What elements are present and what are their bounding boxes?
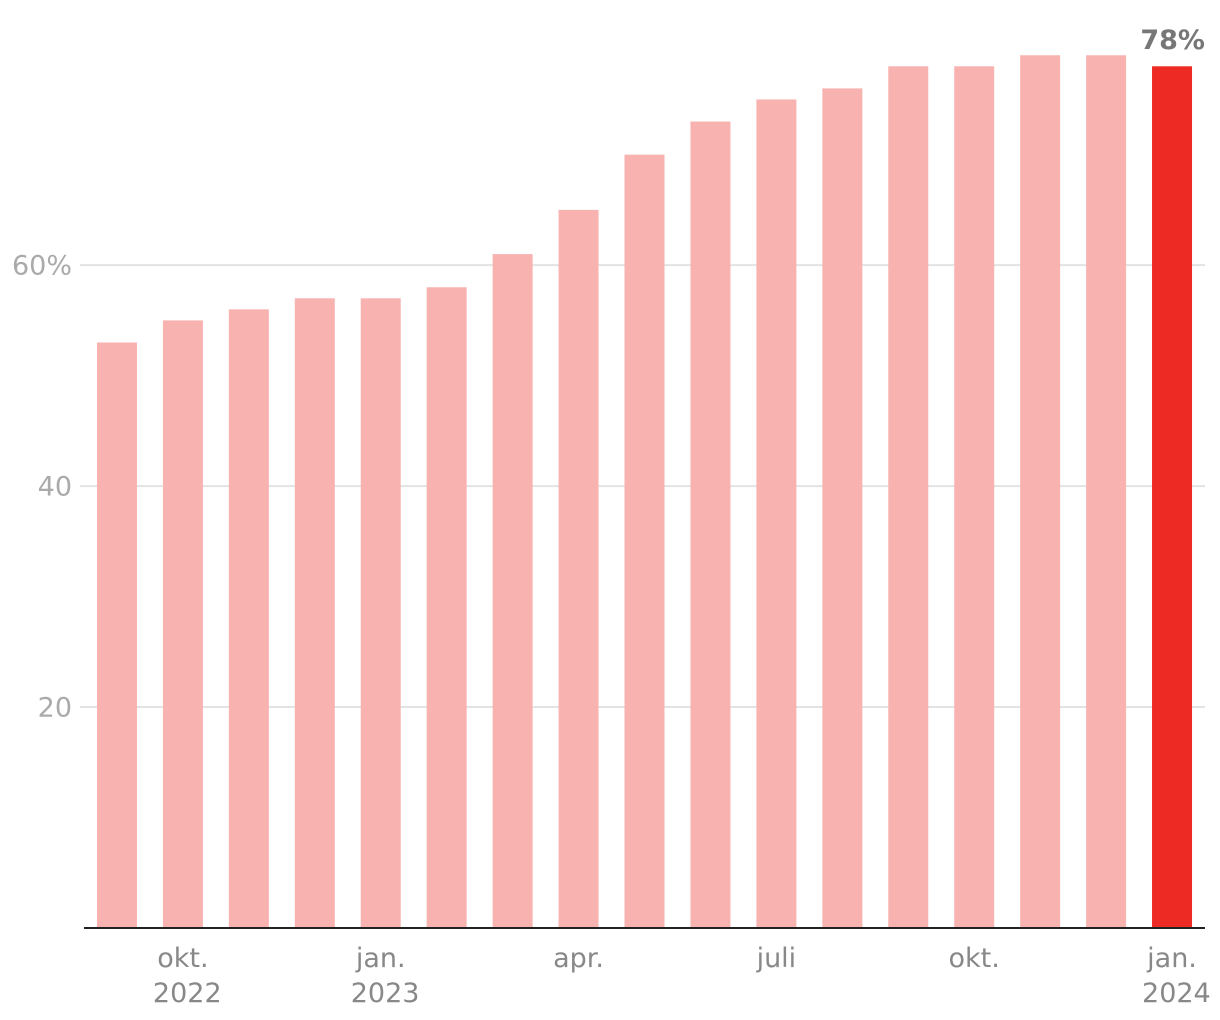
y-tick-label: 60% — [12, 251, 72, 282]
bar — [360, 298, 401, 928]
x-tick-label: apr. — [553, 943, 604, 974]
x-tick-label: okt. 2022 — [152, 943, 222, 1009]
y-tick-label: 40 — [38, 472, 72, 503]
bar — [1020, 55, 1061, 928]
x-tick-label: juli — [756, 943, 797, 974]
bar — [1152, 66, 1193, 929]
bar — [162, 320, 203, 928]
value-label: 78% — [1140, 25, 1205, 56]
bar — [954, 66, 995, 929]
bar — [624, 154, 665, 928]
bar — [690, 121, 731, 929]
bar — [558, 209, 599, 928]
x-tick-label: jan. 2024 — [1142, 943, 1211, 1009]
bar — [756, 99, 797, 928]
bar — [96, 342, 137, 928]
bar — [294, 298, 335, 928]
bar — [822, 88, 863, 928]
y-tick-label: 20 — [38, 693, 72, 724]
bar — [228, 309, 269, 928]
bar — [1086, 55, 1127, 928]
x-tick-label: jan. 2023 — [350, 943, 420, 1009]
bar — [492, 254, 533, 929]
bar — [426, 287, 467, 928]
bar — [888, 66, 929, 929]
x-tick-label: okt. — [948, 943, 1000, 974]
